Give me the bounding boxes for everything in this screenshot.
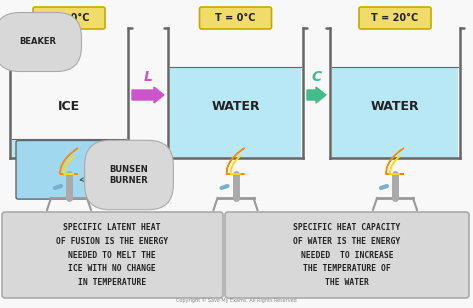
Text: WATER: WATER	[211, 99, 260, 112]
Text: BUNSEN
BURNER: BUNSEN BURNER	[80, 165, 149, 185]
Text: L: L	[144, 70, 152, 84]
Text: ICE: ICE	[58, 99, 80, 112]
Polygon shape	[390, 156, 400, 174]
Polygon shape	[227, 148, 245, 174]
FancyBboxPatch shape	[225, 212, 469, 298]
Polygon shape	[64, 156, 74, 174]
Text: WATER: WATER	[371, 99, 419, 112]
Bar	[332, 67, 458, 158]
Text: SPECIFIC LATENT HEAT
OF FUSION IS THE ENERGY
NEEDED TO MELT THE
ICE WITH NO CHAN: SPECIFIC LATENT HEAT OF FUSION IS THE EN…	[56, 223, 168, 287]
Polygon shape	[230, 156, 240, 174]
Polygon shape	[386, 148, 404, 174]
Bar	[170, 67, 301, 158]
Text: T = 0°C: T = 0°C	[215, 13, 256, 23]
Polygon shape	[60, 148, 78, 174]
Text: Copyright © Save My Exams. All Rights Reserved: Copyright © Save My Exams. All Rights Re…	[175, 298, 297, 303]
Text: T = 0°C: T = 0°C	[49, 13, 89, 23]
FancyBboxPatch shape	[200, 7, 272, 29]
FancyBboxPatch shape	[2, 212, 223, 298]
FancyBboxPatch shape	[33, 7, 105, 29]
FancyArrow shape	[307, 87, 326, 103]
Bar	[12, 139, 126, 158]
Text: SPECIFIC HEAT CAPACITY
OF WATER IS THE ENERGY
NEEDED  TO INCREASE
THE TEMPERATUR: SPECIFIC HEAT CAPACITY OF WATER IS THE E…	[293, 223, 401, 287]
FancyBboxPatch shape	[359, 7, 431, 29]
Text: T = 20°C: T = 20°C	[371, 13, 419, 23]
FancyBboxPatch shape	[16, 140, 118, 199]
FancyArrow shape	[132, 87, 164, 103]
Text: C: C	[311, 70, 322, 84]
Text: BEAKER: BEAKER	[14, 38, 56, 50]
